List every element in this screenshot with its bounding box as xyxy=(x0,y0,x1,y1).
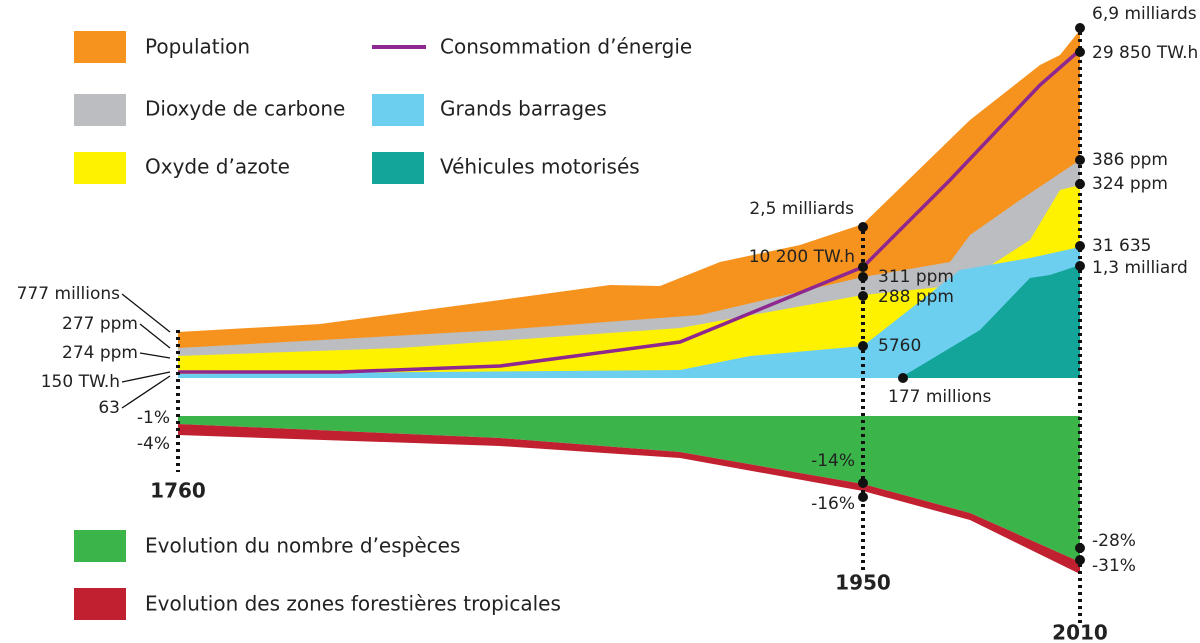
data-label: 311 ppm xyxy=(878,267,954,287)
data-label: -14% xyxy=(811,451,855,471)
leader-line xyxy=(139,352,171,359)
year-label: 2010 xyxy=(1052,621,1108,643)
data-label: 177 millions xyxy=(888,387,991,407)
legend-label: Evolution des zones forestières tropical… xyxy=(145,592,561,616)
data-label: 277 ppm xyxy=(62,314,138,334)
point xyxy=(858,262,868,272)
data-label: -28% xyxy=(1092,531,1136,551)
leader-line xyxy=(121,375,171,409)
data-label: 10 200 TW.h xyxy=(749,247,855,267)
legend-swatch xyxy=(74,94,126,126)
data-label: -4% xyxy=(137,434,170,454)
data-label: 288 ppm xyxy=(878,287,954,307)
legend-swatch xyxy=(372,94,424,126)
point xyxy=(1075,555,1085,565)
point xyxy=(858,222,868,232)
legend-label: Véhicules motorisés xyxy=(440,155,640,179)
data-label: 5760 xyxy=(878,336,921,356)
point xyxy=(1075,155,1085,165)
point xyxy=(1075,23,1085,33)
legend-label: Evolution du nombre d’espèces xyxy=(145,534,460,558)
legend-label: Grands barrages xyxy=(440,97,607,121)
year-label: 1760 xyxy=(150,479,206,503)
data-label: 6,9 milliards xyxy=(1092,4,1197,24)
point xyxy=(1075,179,1085,189)
vehicles-area xyxy=(900,265,1080,378)
point xyxy=(1075,261,1085,271)
legend-label: Dioxyde de carbone xyxy=(145,97,345,121)
data-label: 324 ppm xyxy=(1092,174,1168,194)
forest-area xyxy=(178,424,1080,574)
point xyxy=(858,492,868,502)
point xyxy=(1075,241,1085,251)
point xyxy=(858,341,868,351)
data-label: 29 850 TW.h xyxy=(1092,43,1198,63)
leader-line xyxy=(121,371,171,383)
energy-line xyxy=(178,48,1082,374)
point xyxy=(858,478,868,488)
point xyxy=(858,291,868,301)
leader-line xyxy=(139,323,171,349)
species-area xyxy=(178,416,1080,562)
year-label: 1950 xyxy=(835,571,891,595)
legend-label: Consommation d’énergie xyxy=(440,35,692,59)
data-label: -1% xyxy=(137,408,170,428)
data-label: 386 ppm xyxy=(1092,150,1168,170)
data-label: 63 xyxy=(98,398,120,418)
data-label: -31% xyxy=(1092,556,1136,576)
legend-swatch xyxy=(74,588,126,620)
point xyxy=(1075,47,1085,57)
data-label: 150 TW.h xyxy=(41,372,120,392)
point xyxy=(858,272,868,282)
legend-label: Oxyde d’azote xyxy=(145,155,290,179)
legend-swatch xyxy=(74,31,126,63)
leader-line xyxy=(121,293,171,333)
point xyxy=(1075,543,1085,553)
data-label: 31 635 xyxy=(1092,236,1151,256)
legend-label: Population xyxy=(145,35,250,59)
legend-swatch xyxy=(74,152,126,184)
nox-area xyxy=(178,185,1080,378)
legend-swatch xyxy=(372,152,424,184)
data-label: 274 ppm xyxy=(62,343,138,363)
legend-swatch xyxy=(74,530,126,562)
data-label: 1,3 milliard xyxy=(1092,258,1188,278)
point xyxy=(898,373,908,383)
data-label: 2,5 milliards xyxy=(749,199,854,219)
data-label: -16% xyxy=(811,494,855,514)
data-label: 777 millions xyxy=(17,284,120,304)
